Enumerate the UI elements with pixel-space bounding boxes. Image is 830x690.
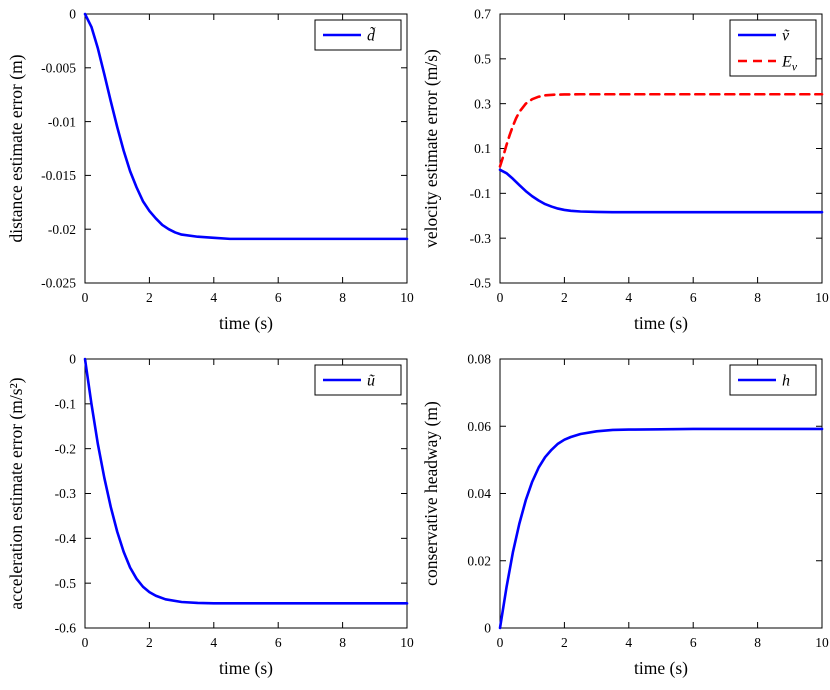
y-axis-label: distance estimate error (m) bbox=[6, 54, 26, 242]
x-tick-label: 0 bbox=[82, 635, 89, 650]
y-tick-label: -0.3 bbox=[55, 486, 77, 501]
x-tick-label: 8 bbox=[754, 290, 761, 305]
y-tick-label: -0.01 bbox=[48, 114, 76, 129]
x-tick-label: 2 bbox=[561, 635, 568, 650]
subplot-distance-estimate-error: 0 2 4 6 8 10 0 -0.005 -0.01 -0.015 -0.02 -0.025 time… bbox=[0, 0, 415, 345]
chart-velocity-estimate-error: 0 2 4 6 8 10 0.7 0.5 0.3 0.1 -0.1 -0.3 -0.5 time (s) v… bbox=[421, 7, 829, 333]
x-tick-label: 4 bbox=[625, 290, 632, 305]
legend-label-v-tilde: ṽ bbox=[782, 28, 790, 45]
x-tick-label: 10 bbox=[400, 290, 414, 305]
y-axis-label: acceleration estimate error (m/s²) bbox=[6, 377, 26, 609]
y-tick-label: -0.025 bbox=[41, 276, 76, 291]
y-tick-label: -0.6 bbox=[55, 621, 77, 636]
series-d-tilde bbox=[83, 12, 409, 241]
chart-distance-estimate-error: 0 2 4 6 8 10 0 -0.005 -0.01 -0.015 -0.02 -0.025 time… bbox=[6, 7, 414, 333]
chart-acceleration-estimate-error: 0 2 4 6 8 10 0 -0.1 -0.2 -0.3 -0.4 -0.5 -0.6 time (s)… bbox=[6, 352, 414, 678]
subplot-conservative-headway: 0 2 4 6 8 10 0 0.02 0.04 0.06 0.08 time (s) conserva… bbox=[415, 345, 830, 690]
x-tick-label: 10 bbox=[815, 290, 829, 305]
x-tick-label: 2 bbox=[561, 290, 568, 305]
y-tick-label: 0.3 bbox=[474, 96, 491, 111]
axes-box bbox=[84, 13, 408, 284]
y-tick-label: 0.04 bbox=[467, 486, 491, 501]
subplot-velocity-estimate-error: 0 2 4 6 8 10 0.7 0.5 0.3 0.1 -0.1 -0.3 -0.5 time (s) v… bbox=[415, 0, 830, 345]
x-tick-label: 6 bbox=[275, 635, 282, 650]
x-tick-label: 6 bbox=[690, 635, 697, 650]
x-axis-label: time (s) bbox=[634, 313, 688, 333]
x-tick-label: 8 bbox=[339, 290, 346, 305]
x-tick-label: 4 bbox=[210, 290, 217, 305]
series-E-v bbox=[498, 92, 824, 168]
y-tick-label: 0.1 bbox=[474, 141, 491, 156]
x-tick-label: 8 bbox=[339, 635, 346, 650]
y-tick-label: -0.3 bbox=[470, 231, 492, 246]
x-tick-label: 2 bbox=[146, 635, 153, 650]
y-tick-label: -0.2 bbox=[55, 441, 76, 456]
x-tick-label: 10 bbox=[400, 635, 414, 650]
axes-box bbox=[499, 358, 823, 629]
x-tick-label: 0 bbox=[497, 635, 504, 650]
y-tick-label: 0.02 bbox=[467, 553, 491, 568]
series-u-tilde bbox=[83, 357, 409, 605]
series-h bbox=[498, 427, 824, 630]
y-tick-label: -0.5 bbox=[470, 276, 492, 291]
y-tick-label: -0.1 bbox=[55, 397, 76, 412]
y-axis-label: velocity estimate error (m/s) bbox=[421, 49, 441, 248]
y-tick-label: -0.4 bbox=[55, 531, 77, 546]
x-tick-label: 6 bbox=[690, 290, 697, 305]
y-tick-label: 0 bbox=[69, 352, 76, 367]
x-tick-label: 6 bbox=[275, 290, 282, 305]
x-tick-label: 4 bbox=[625, 635, 632, 650]
x-tick-label: 0 bbox=[497, 290, 504, 305]
x-axis-label: time (s) bbox=[219, 658, 273, 678]
y-tick-label: 0.08 bbox=[467, 352, 491, 367]
x-tick-label: 8 bbox=[754, 635, 761, 650]
x-tick-label: 0 bbox=[82, 290, 89, 305]
chart-conservative-headway: 0 2 4 6 8 10 0 0.02 0.04 0.06 0.08 time (s) conserva… bbox=[421, 352, 829, 678]
legend-label-d-tilde: d̃ bbox=[367, 26, 376, 44]
legend-label-u-tilde: ũ bbox=[367, 373, 375, 390]
y-tick-label: -0.005 bbox=[41, 61, 76, 76]
y-tick-label: -0.015 bbox=[41, 168, 76, 183]
axes-box bbox=[84, 358, 408, 629]
x-tick-label: 4 bbox=[210, 635, 217, 650]
x-tick-label: 10 bbox=[815, 635, 829, 650]
y-tick-label: 0 bbox=[69, 7, 76, 22]
y-tick-label: 0.5 bbox=[474, 52, 491, 67]
y-tick-label: 0 bbox=[484, 621, 491, 636]
x-tick-label: 2 bbox=[146, 290, 153, 305]
y-tick-label: -0.5 bbox=[55, 576, 77, 591]
subplot-acceleration-estimate-error: 0 2 4 6 8 10 0 -0.1 -0.2 -0.3 -0.4 -0.5 -0.6 time (s)… bbox=[0, 345, 415, 690]
x-axis-label: time (s) bbox=[634, 658, 688, 678]
y-tick-label: -0.02 bbox=[48, 222, 76, 237]
y-tick-label: 0.7 bbox=[474, 7, 491, 22]
x-axis-label: time (s) bbox=[219, 313, 273, 333]
y-tick-label: -0.1 bbox=[470, 186, 491, 201]
series-v-tilde bbox=[498, 168, 824, 214]
y-tick-label: 0.06 bbox=[467, 419, 491, 434]
legend-box bbox=[729, 19, 817, 77]
legend-label-h: h bbox=[782, 373, 790, 390]
y-axis-label: conservative headway (m) bbox=[421, 401, 441, 586]
